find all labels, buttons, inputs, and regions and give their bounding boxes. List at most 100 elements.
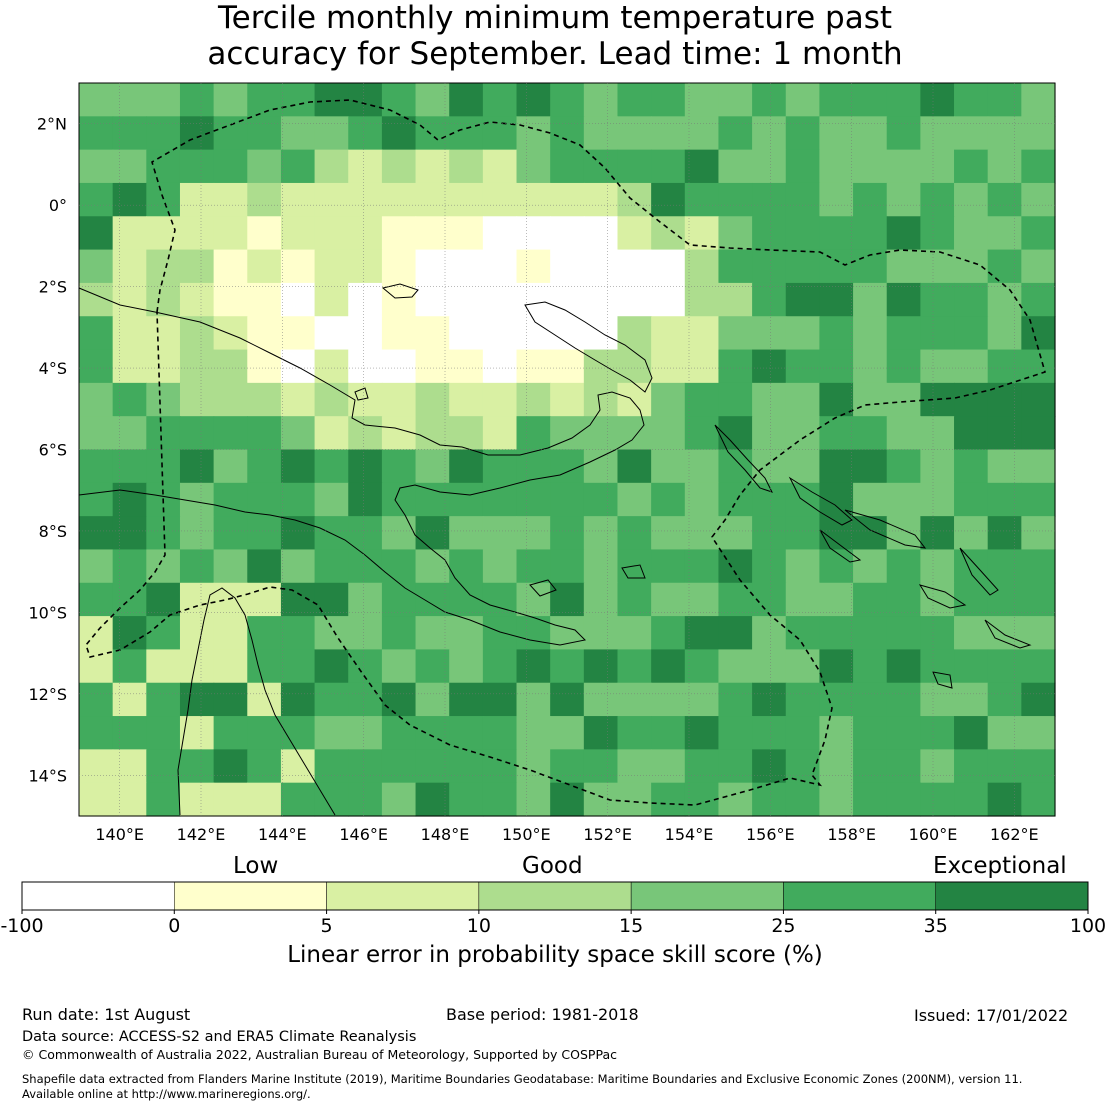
grid-cell (1021, 416, 1056, 451)
grid-cell (819, 116, 854, 151)
grid-cell (79, 516, 114, 551)
grid-cell (819, 182, 854, 217)
grid-cell (752, 716, 787, 750)
grid-cell (684, 682, 720, 717)
grid-cell (785, 682, 821, 717)
grid-cell (920, 182, 955, 217)
grid-cell (920, 482, 955, 517)
grid-cell (550, 382, 585, 417)
skill-score-grid (79, 83, 1056, 817)
grid-cell (1021, 116, 1056, 151)
grid-cell (987, 116, 1022, 151)
grid-cell (550, 249, 585, 284)
grid-cell (819, 749, 854, 784)
grid-cell (954, 649, 989, 684)
grid-cell (247, 449, 282, 484)
grid-cell (651, 616, 686, 651)
grid-cell (886, 616, 921, 651)
grid-cell (146, 616, 181, 651)
grid-cell (684, 216, 720, 251)
lat-tick-label: 12°S (28, 685, 67, 704)
legend-category-low: Low (233, 853, 279, 879)
colorbar: -100 0 5 10 15 25 35 100 (0, 881, 1106, 937)
grid-cell (79, 382, 114, 417)
grid-cell (651, 516, 686, 551)
grid-cell (550, 649, 585, 684)
grid-cell (381, 582, 417, 617)
grid-cell (684, 416, 720, 451)
grid-cell (247, 716, 282, 750)
grid-cell (146, 416, 181, 451)
grid-cell (853, 749, 888, 784)
grid-cell (314, 83, 349, 117)
grid-cell (651, 349, 686, 384)
grid-cell (247, 216, 282, 251)
lon-tick-label: 152°E (583, 825, 632, 844)
grid-cell (516, 682, 551, 717)
grid-cell (213, 616, 248, 651)
grid-cell (179, 516, 215, 551)
grid-cell (112, 616, 147, 651)
grid-cell (381, 749, 417, 784)
grid-cell (684, 716, 720, 750)
grid-cell (482, 416, 518, 451)
grid-cell (853, 382, 888, 417)
grid-cell (853, 582, 888, 617)
grid-cell (987, 782, 1022, 817)
grid-cell (415, 482, 450, 517)
grid-cell (112, 216, 147, 251)
lat-tick-label: 6°S (39, 441, 67, 460)
grid-cell (718, 682, 753, 717)
grid-cell (381, 349, 417, 384)
grid-cell (280, 316, 316, 351)
grid-cell (785, 349, 821, 384)
colorbar-ticks: -100 0 5 10 15 25 35 100 (0, 910, 1106, 937)
grid-cell (920, 549, 955, 584)
colorbar-cell (326, 881, 480, 911)
lon-tick-label: 140°E (95, 825, 144, 844)
grid-cell (415, 682, 450, 717)
grid-cell (1021, 382, 1056, 417)
grid-cell (449, 516, 484, 551)
grid-cell (314, 482, 349, 517)
grid-cell (146, 382, 181, 417)
grid-cell (213, 83, 248, 117)
grid-cell (785, 649, 821, 684)
grid-cell (617, 416, 652, 451)
grid-cell (314, 149, 349, 184)
grid-cell (651, 249, 686, 284)
grid-cell (449, 149, 484, 184)
grid-cell (651, 682, 686, 717)
grid-cell (247, 149, 282, 184)
grid-cell (718, 182, 753, 217)
grid-cell (516, 182, 551, 217)
grid-cell (112, 716, 147, 750)
grid-cell (79, 116, 114, 151)
grid-cell (920, 83, 955, 117)
grid-cell (785, 83, 821, 117)
grid-cell (213, 349, 248, 384)
grid-cell (1021, 649, 1056, 684)
grid-cell (449, 249, 484, 284)
grid-cell (247, 582, 282, 617)
shapefile-credit-line-2: Available online at http://www.marinereg… (22, 1087, 311, 1101)
solomon-islands-coastline-6 (984, 619, 1032, 649)
colorbar-cell (783, 881, 936, 911)
grid-cell (651, 549, 686, 584)
grid-cell (482, 649, 518, 684)
grid-cell (146, 682, 181, 717)
legend-category-good: Good (522, 853, 583, 879)
grid-cell (954, 582, 989, 617)
base-period: Base period: 1981-2018 (446, 1005, 639, 1024)
grid-cell (415, 549, 450, 584)
grid-cell (583, 649, 619, 684)
grid-cell (651, 416, 686, 451)
grid-cell (348, 249, 383, 284)
grid-cell (954, 349, 989, 384)
grid-cell (179, 182, 215, 217)
lon-tick-label: 146°E (339, 825, 388, 844)
grid-cell (954, 382, 989, 417)
grid-cell (684, 83, 720, 117)
grid-cell (348, 549, 383, 584)
grid-cell (280, 682, 316, 717)
